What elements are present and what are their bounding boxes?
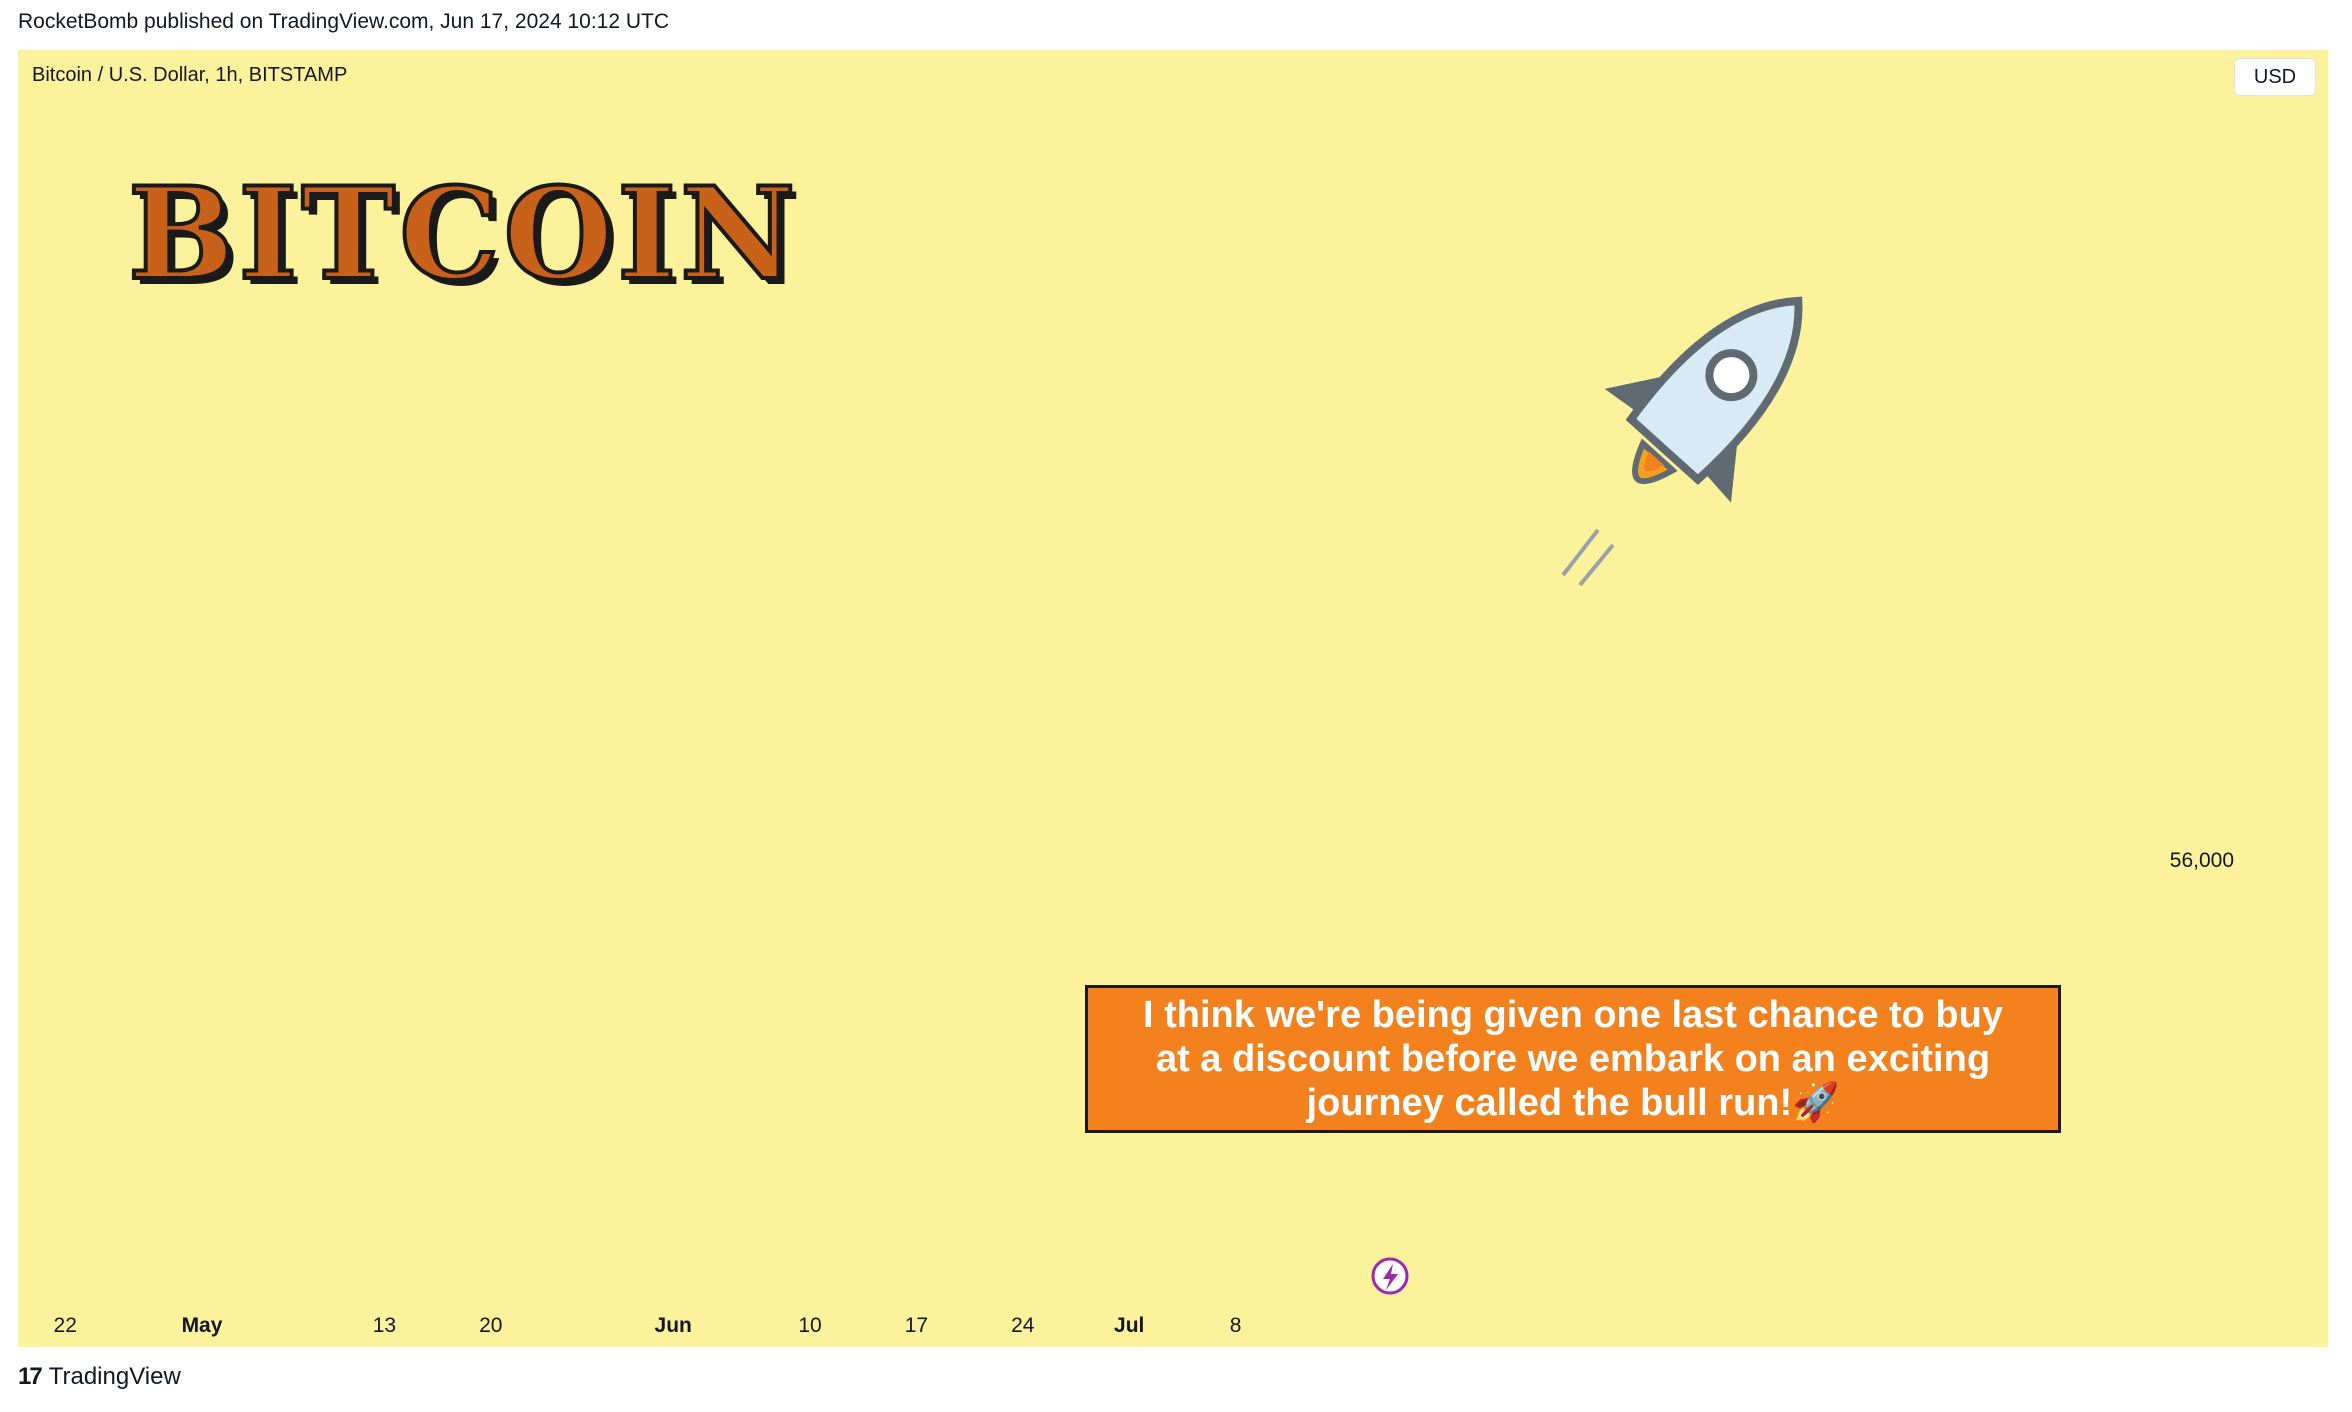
note-line: at a discount before we embark on an exc… bbox=[1155, 1038, 1991, 1080]
time-tick-label: Jul bbox=[1114, 1314, 1144, 1337]
tradingview-logo[interactable]: 17 TradingView bbox=[18, 1363, 181, 1391]
time-tick-label: May bbox=[182, 1314, 223, 1337]
rocket-window bbox=[1705, 349, 1758, 402]
symbol-title[interactable]: Bitcoin / U.S. Dollar, 1h, BITSTAMP bbox=[32, 64, 348, 86]
note-line: I think we're being given one last chanc… bbox=[1143, 994, 2003, 1036]
icons bbox=[1371, 296, 1803, 1295]
note-box: I think we're being given one last chanc… bbox=[1085, 985, 2061, 1133]
rocket-icon bbox=[1604, 296, 1803, 503]
time-tick-label: 13 bbox=[373, 1314, 396, 1337]
price-axis: 56,00057,00058,00059,00060,00061,00062,0… bbox=[2170, 849, 2234, 872]
time-tick-label: 10 bbox=[798, 1314, 821, 1337]
time-tick-label: 24 bbox=[1011, 1314, 1035, 1337]
rocket-flame-inner bbox=[1644, 451, 1664, 472]
chart-svg[interactable]: 65,68547:54Distribution63 100 k 56,00057… bbox=[18, 50, 2328, 1347]
tradingview-brand: TradingView bbox=[48, 1363, 181, 1390]
time-tick-label: 17 bbox=[905, 1314, 928, 1337]
speed-line bbox=[1561, 528, 1600, 577]
time-tick-label: Jun bbox=[655, 1314, 692, 1337]
bitcoin-title: BITCOIN bbox=[126, 158, 800, 310]
speed-line bbox=[1578, 543, 1615, 587]
currency-button[interactable]: USD bbox=[2234, 58, 2316, 96]
time-tick-label: 22 bbox=[54, 1314, 77, 1337]
tradingview-logo-icon: 17 bbox=[18, 1363, 43, 1390]
time-axis: 22 May 13 20 Jun 10 17 24 Jul 8 bbox=[54, 1314, 1242, 1337]
lightning-bolt-icon bbox=[1383, 1264, 1398, 1290]
publish-header: RocketBomb published on TradingView.com,… bbox=[18, 10, 669, 33]
price-tick-label: 56,000 bbox=[2170, 849, 2234, 872]
time-tick-label: 20 bbox=[479, 1314, 502, 1337]
note-line: journey called the bull run!🚀 bbox=[1306, 1082, 1840, 1124]
time-tick-label: 8 bbox=[1230, 1314, 1242, 1337]
